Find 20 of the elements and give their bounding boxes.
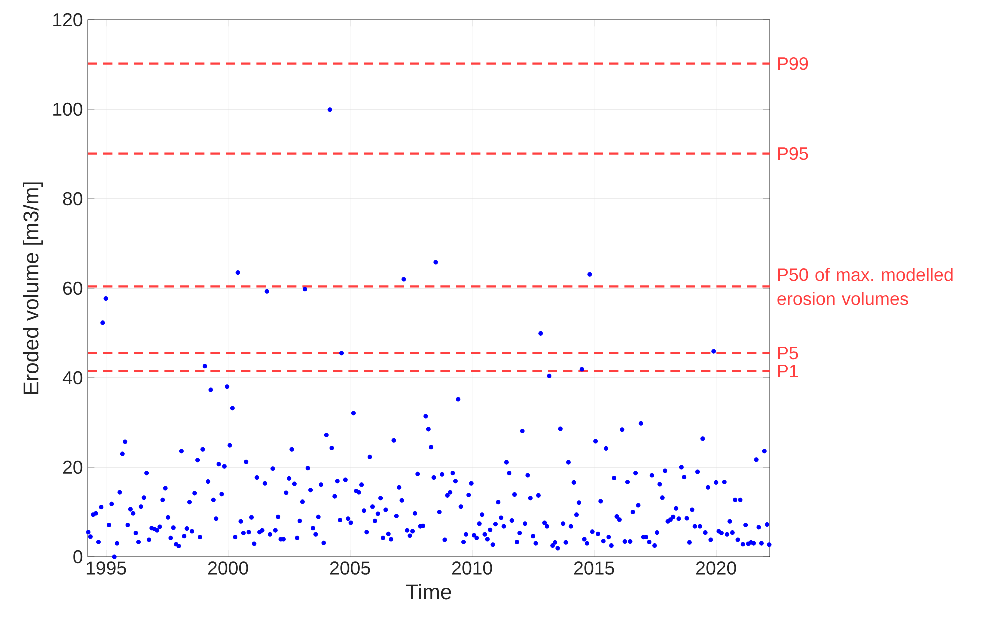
ref-line-label: P5 <box>778 347 798 360</box>
y-tick-label: 40 <box>62 371 83 385</box>
y-tick-label: 60 <box>63 282 83 296</box>
x-tick-label: 2010 <box>452 562 492 575</box>
y-tick-label: 120 <box>54 13 83 27</box>
x-tick-label: 2005 <box>330 562 370 575</box>
x-tick-label: 2020 <box>696 562 736 575</box>
ref-line-label: P1 <box>778 365 798 378</box>
ref-line-label: P95 <box>778 147 808 160</box>
y-tick-label: 100 <box>54 102 83 116</box>
y-tick-label: 80 <box>63 192 83 206</box>
x-tick-label: 1995 <box>86 562 126 575</box>
x-tick-label: 2015 <box>574 562 614 575</box>
y-axis-title: Eroded volume [m3/m] <box>23 182 44 394</box>
y-tick-label: 20 <box>63 460 83 474</box>
x-tick-label: 2000 <box>208 562 248 575</box>
ref-line-label: P50 of max. modelled erosion volumes <box>778 268 953 306</box>
y-tick-label: 0 <box>74 550 83 564</box>
x-axis-title: Time <box>406 584 452 600</box>
ref-line-label: P99 <box>778 57 808 70</box>
